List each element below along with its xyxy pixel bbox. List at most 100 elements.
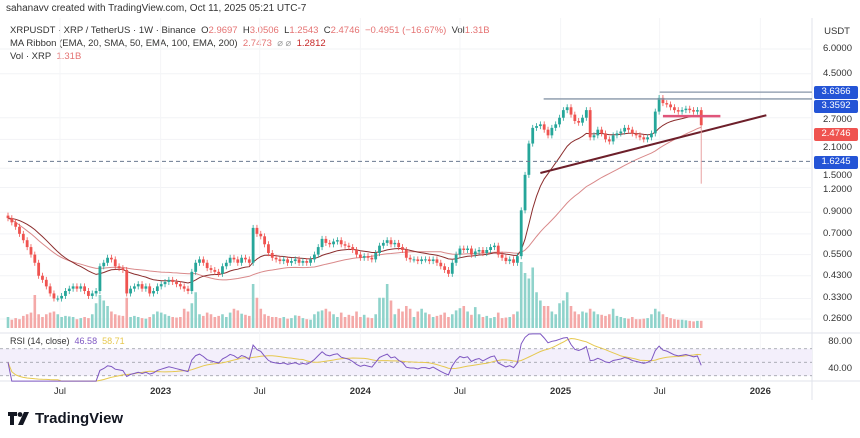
candle bbox=[198, 259, 201, 263]
volume-bar bbox=[378, 297, 381, 328]
candle bbox=[194, 262, 198, 272]
volume-bar bbox=[339, 312, 343, 328]
candle bbox=[653, 111, 657, 134]
candle bbox=[343, 244, 347, 246]
candle bbox=[477, 249, 481, 252]
volume-bar bbox=[519, 262, 523, 328]
volume-bar bbox=[489, 318, 492, 328]
volume-bar bbox=[240, 313, 243, 328]
volume-bar bbox=[692, 321, 695, 328]
volume-legend[interactable]: Vol · XRP 1.31B bbox=[10, 50, 490, 63]
rsi-legend[interactable]: RSI (14, close) 46.58 58.71 bbox=[10, 336, 125, 346]
volume-bar bbox=[263, 314, 266, 328]
volume-bar bbox=[313, 314, 316, 328]
tradingview-logo[interactable]: TradingView bbox=[8, 410, 123, 427]
candle bbox=[270, 253, 274, 258]
volume-bar bbox=[347, 314, 351, 328]
volume-bar bbox=[83, 317, 86, 328]
volume-bar bbox=[213, 317, 217, 328]
volume-bar bbox=[458, 308, 462, 328]
volume-bar bbox=[669, 318, 672, 328]
candle bbox=[178, 284, 182, 287]
volume-bar bbox=[14, 318, 17, 328]
volume-bar bbox=[301, 318, 305, 328]
candle bbox=[447, 269, 450, 274]
candle bbox=[470, 248, 473, 255]
volume-bar bbox=[485, 315, 489, 328]
candle bbox=[339, 240, 343, 245]
candle bbox=[332, 241, 335, 245]
volume-bar bbox=[466, 311, 469, 328]
volume-bar bbox=[71, 317, 75, 328]
candle bbox=[550, 127, 554, 136]
volume-bar bbox=[37, 314, 40, 328]
time-tick: Jul bbox=[453, 386, 467, 397]
candle bbox=[412, 259, 416, 261]
volume-bar bbox=[121, 315, 125, 328]
candle bbox=[301, 261, 305, 263]
candle bbox=[293, 259, 297, 262]
volume-bar bbox=[251, 284, 255, 328]
candle bbox=[554, 124, 558, 128]
candle bbox=[661, 97, 665, 104]
volume-bar bbox=[67, 316, 71, 328]
volume-bar bbox=[665, 317, 669, 328]
candle bbox=[630, 129, 634, 134]
volume-bar bbox=[385, 284, 389, 328]
candle bbox=[416, 259, 420, 262]
volume-bar bbox=[623, 318, 626, 328]
volume-bar bbox=[198, 314, 201, 328]
volume-bar bbox=[79, 318, 83, 328]
candle bbox=[297, 259, 301, 263]
candle bbox=[561, 110, 565, 118]
candle bbox=[56, 298, 60, 300]
candle bbox=[251, 227, 255, 263]
candle bbox=[313, 254, 316, 260]
volume-bar bbox=[221, 314, 224, 328]
ma-na-values: ⌀ ⌀ bbox=[277, 38, 292, 49]
candle bbox=[351, 247, 355, 250]
volume-bar bbox=[420, 308, 423, 328]
volume-bar bbox=[401, 311, 404, 328]
candle bbox=[542, 124, 546, 130]
price-tick: 0.7000 bbox=[822, 227, 852, 239]
volume-bar bbox=[293, 315, 297, 328]
volume-bar bbox=[393, 314, 397, 328]
volume-bar bbox=[87, 318, 90, 328]
symbol-legend[interactable]: XRPUSDT · XRP / TetherUS · 1W · Binance … bbox=[10, 24, 490, 37]
volume-bar bbox=[332, 314, 335, 328]
candle bbox=[44, 279, 48, 287]
time-tick: 2023 bbox=[150, 386, 172, 397]
volume-bar bbox=[359, 317, 362, 328]
candle bbox=[584, 110, 588, 118]
candle bbox=[190, 271, 194, 292]
ma-ribbon-legend[interactable]: MA Ribbon (EMA, 20, SMA, 50, EMA, 100, E… bbox=[10, 37, 490, 50]
candle bbox=[278, 259, 282, 262]
chart-credit: sahanavv created with TradingView.com, O… bbox=[6, 3, 307, 14]
volume-bar bbox=[190, 303, 194, 328]
candle bbox=[408, 257, 412, 260]
volume-bar bbox=[699, 320, 703, 328]
volume-bar bbox=[596, 314, 600, 328]
candle bbox=[75, 286, 79, 289]
volume-bar bbox=[194, 292, 197, 328]
candle bbox=[117, 266, 121, 269]
volume-bar bbox=[148, 317, 152, 328]
volume-bar bbox=[447, 317, 450, 328]
volume-bar bbox=[18, 319, 21, 328]
candle bbox=[699, 110, 703, 126]
candle bbox=[485, 249, 489, 254]
volume-bar bbox=[470, 314, 473, 328]
candle bbox=[558, 117, 561, 125]
candle bbox=[604, 133, 607, 140]
volume-bar bbox=[523, 273, 527, 328]
low-label: L bbox=[284, 25, 290, 36]
candle bbox=[217, 271, 221, 274]
candle bbox=[684, 108, 688, 111]
volume-bar bbox=[33, 295, 37, 328]
volume-bar bbox=[102, 300, 106, 328]
volume-bar bbox=[255, 297, 259, 328]
price-tag: 1.6245 bbox=[814, 155, 858, 169]
candle bbox=[374, 253, 378, 260]
